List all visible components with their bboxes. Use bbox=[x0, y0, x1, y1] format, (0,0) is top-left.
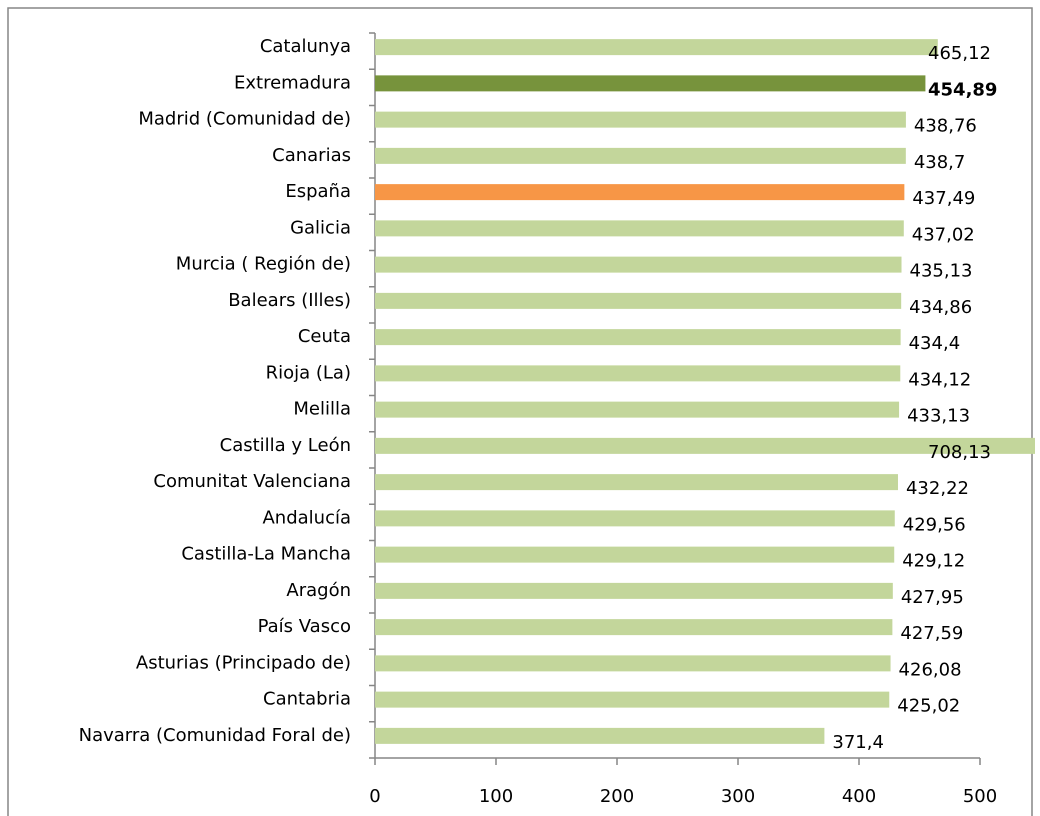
x-tick-label: 500 bbox=[963, 786, 997, 807]
value-label: 465,12 bbox=[928, 43, 991, 64]
value-label: 438,7 bbox=[914, 152, 966, 173]
y-tick-label: Galicia bbox=[290, 217, 351, 238]
bar bbox=[375, 184, 905, 201]
value-label: 437,02 bbox=[912, 224, 975, 245]
y-tick-label: Madrid (Comunidad de) bbox=[138, 109, 351, 130]
value-label: 429,56 bbox=[903, 514, 966, 535]
bar bbox=[375, 365, 901, 382]
bar bbox=[375, 582, 893, 599]
x-tick-label: 100 bbox=[479, 786, 513, 807]
bar bbox=[375, 256, 902, 273]
value-label: 708,13 bbox=[928, 442, 991, 463]
bar bbox=[375, 655, 891, 672]
chart-border bbox=[7, 7, 1033, 816]
value-label: 371,4 bbox=[832, 732, 884, 753]
x-tick-label: 400 bbox=[842, 786, 876, 807]
y-tick-label: País Vasco bbox=[258, 616, 351, 637]
y-tick-label: Castilla-La Mancha bbox=[181, 544, 351, 565]
y-tick-label: Extremadura bbox=[234, 72, 351, 93]
y-tick-label: Rioja (La) bbox=[266, 362, 351, 383]
bar bbox=[375, 474, 898, 491]
bar bbox=[375, 510, 895, 527]
bar bbox=[375, 111, 906, 128]
y-tick-label: Balears (Illes) bbox=[228, 290, 351, 311]
value-label: 426,08 bbox=[899, 659, 962, 680]
value-label: 425,02 bbox=[897, 696, 960, 717]
bar bbox=[375, 147, 906, 164]
value-label: 437,49 bbox=[912, 188, 975, 209]
value-label: 434,4 bbox=[909, 333, 961, 354]
y-tick-label: Asturias (Principado de) bbox=[136, 652, 351, 673]
bar bbox=[375, 292, 902, 309]
bar bbox=[375, 691, 890, 708]
value-label: 432,22 bbox=[906, 478, 969, 499]
bar bbox=[375, 329, 901, 346]
value-label: 434,86 bbox=[909, 297, 972, 318]
y-tick-label: Ceuta bbox=[298, 326, 351, 347]
y-tick-label: Castilla y León bbox=[220, 435, 351, 456]
y-tick-label: Cantabria bbox=[263, 689, 351, 710]
y-tick-label: España bbox=[285, 181, 351, 202]
bar bbox=[375, 546, 895, 563]
value-label: 427,95 bbox=[901, 587, 964, 608]
bar bbox=[375, 401, 900, 418]
y-tick-label: Melilla bbox=[293, 399, 351, 420]
bar bbox=[375, 727, 825, 744]
y-tick-label: Catalunya bbox=[260, 36, 351, 57]
value-label: 454,89 bbox=[928, 79, 997, 100]
bar bbox=[375, 437, 1035, 454]
y-tick-label: Comunitat Valenciana bbox=[153, 471, 351, 492]
bar bbox=[375, 39, 938, 56]
x-tick-label: 200 bbox=[600, 786, 634, 807]
y-tick-label: Canarias bbox=[272, 145, 351, 166]
value-label: 429,12 bbox=[902, 551, 965, 572]
bar bbox=[375, 619, 893, 636]
x-tick-label: 0 bbox=[369, 786, 380, 807]
y-tick-label: Andalucía bbox=[262, 507, 351, 528]
value-label: 433,13 bbox=[907, 406, 970, 427]
value-label: 434,12 bbox=[908, 369, 971, 390]
bar bbox=[375, 220, 904, 237]
y-tick-label: Aragón bbox=[286, 580, 351, 601]
value-label: 435,13 bbox=[910, 261, 973, 282]
value-label: 438,76 bbox=[914, 116, 977, 137]
x-tick-label: 300 bbox=[721, 786, 755, 807]
y-tick-label: Navarra (Comunidad Foral de) bbox=[79, 725, 351, 746]
y-tick-label: Murcia ( Región de) bbox=[176, 254, 351, 275]
value-label: 427,59 bbox=[900, 623, 963, 644]
bar bbox=[375, 75, 926, 92]
